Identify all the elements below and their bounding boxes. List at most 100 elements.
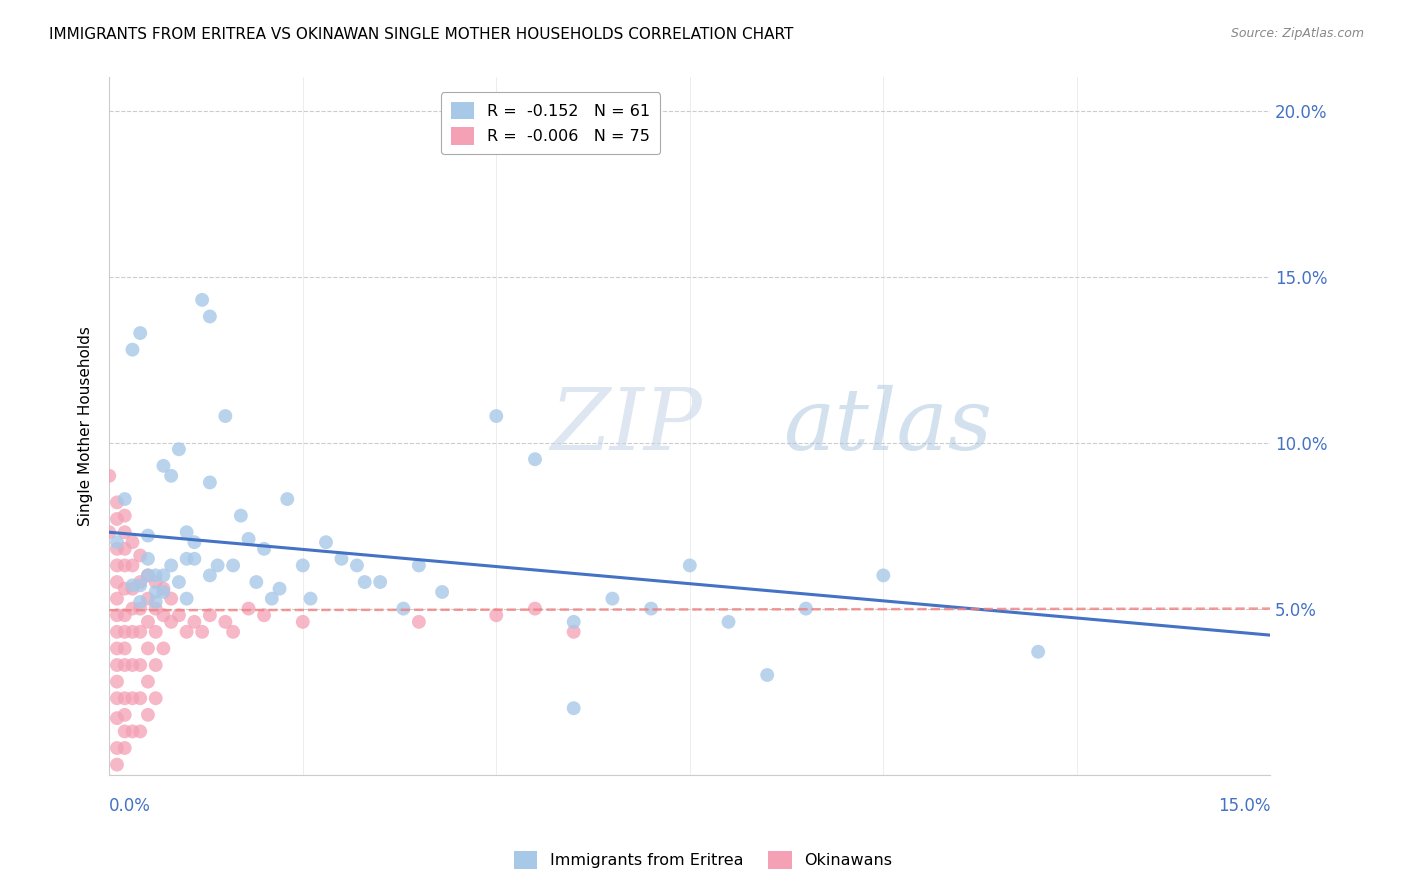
Point xyxy=(136,568,159,582)
Point xyxy=(114,707,136,722)
Point xyxy=(136,528,159,542)
Point xyxy=(167,608,190,623)
Point xyxy=(679,558,702,573)
Point xyxy=(315,535,337,549)
Point xyxy=(160,468,183,483)
Point xyxy=(145,658,167,673)
Point xyxy=(129,549,152,563)
Point xyxy=(214,615,236,629)
Point xyxy=(176,525,198,540)
Point xyxy=(114,741,136,756)
Point xyxy=(353,575,375,590)
Point xyxy=(98,525,121,540)
Point xyxy=(238,601,260,615)
Point xyxy=(291,558,314,573)
Point xyxy=(105,535,128,549)
Text: IMMIGRANTS FROM ERITREA VS OKINAWAN SINGLE MOTHER HOUSEHOLDS CORRELATION CHART: IMMIGRANTS FROM ERITREA VS OKINAWAN SING… xyxy=(49,27,793,42)
Point xyxy=(114,641,136,656)
Point xyxy=(640,601,662,615)
Legend: R =  -0.152   N = 61, R =  -0.006   N = 75: R = -0.152 N = 61, R = -0.006 N = 75 xyxy=(441,93,659,154)
Point xyxy=(160,591,183,606)
Point xyxy=(145,691,167,706)
Point xyxy=(98,468,121,483)
Point xyxy=(167,575,190,590)
Point xyxy=(198,608,221,623)
Point xyxy=(152,582,174,596)
Point xyxy=(145,601,167,615)
Point xyxy=(145,568,167,582)
Point xyxy=(114,608,136,623)
Point xyxy=(129,624,152,639)
Point xyxy=(114,582,136,596)
Point xyxy=(105,512,128,526)
Point xyxy=(136,615,159,629)
Point xyxy=(299,591,322,606)
Point xyxy=(253,541,276,556)
Point xyxy=(872,568,894,582)
Text: Source: ZipAtlas.com: Source: ZipAtlas.com xyxy=(1230,27,1364,40)
Point xyxy=(152,568,174,582)
Point xyxy=(145,624,167,639)
Point xyxy=(105,541,128,556)
Point xyxy=(229,508,252,523)
Point xyxy=(222,624,245,639)
Point xyxy=(152,641,174,656)
Point xyxy=(129,601,152,615)
Point xyxy=(121,558,143,573)
Point xyxy=(562,624,585,639)
Point xyxy=(207,558,229,573)
Point xyxy=(136,674,159,689)
Point xyxy=(129,658,152,673)
Point xyxy=(105,558,128,573)
Point xyxy=(145,585,167,599)
Point xyxy=(121,578,143,592)
Point xyxy=(114,508,136,523)
Text: 0.0%: 0.0% xyxy=(110,797,150,815)
Point xyxy=(129,595,152,609)
Point xyxy=(129,691,152,706)
Point xyxy=(176,551,198,566)
Point xyxy=(176,624,198,639)
Point xyxy=(129,724,152,739)
Point xyxy=(152,458,174,473)
Point xyxy=(136,591,159,606)
Point xyxy=(191,293,214,307)
Point xyxy=(121,582,143,596)
Point xyxy=(114,525,136,540)
Point xyxy=(485,608,508,623)
Point xyxy=(183,551,205,566)
Point xyxy=(114,491,136,506)
Point xyxy=(346,558,368,573)
Point xyxy=(430,585,453,599)
Point xyxy=(245,575,267,590)
Point xyxy=(114,658,136,673)
Point xyxy=(114,624,136,639)
Point xyxy=(160,558,183,573)
Point xyxy=(129,326,152,340)
Point xyxy=(1026,645,1049,659)
Point xyxy=(794,601,817,615)
Point xyxy=(105,575,128,590)
Point xyxy=(183,615,205,629)
Point xyxy=(105,674,128,689)
Point xyxy=(105,591,128,606)
Point xyxy=(121,343,143,357)
Point xyxy=(152,608,174,623)
Point xyxy=(330,551,353,566)
Legend: Immigrants from Eritrea, Okinawans: Immigrants from Eritrea, Okinawans xyxy=(508,845,898,875)
Point xyxy=(562,701,585,715)
Point xyxy=(114,558,136,573)
Point xyxy=(485,409,508,423)
Point xyxy=(121,601,143,615)
Point xyxy=(129,578,152,592)
Point xyxy=(198,310,221,324)
Text: atlas: atlas xyxy=(783,384,991,467)
Point xyxy=(114,724,136,739)
Point xyxy=(121,691,143,706)
Point xyxy=(105,658,128,673)
Point xyxy=(524,601,547,615)
Point xyxy=(368,575,391,590)
Point xyxy=(276,491,298,506)
Point xyxy=(198,568,221,582)
Point xyxy=(105,691,128,706)
